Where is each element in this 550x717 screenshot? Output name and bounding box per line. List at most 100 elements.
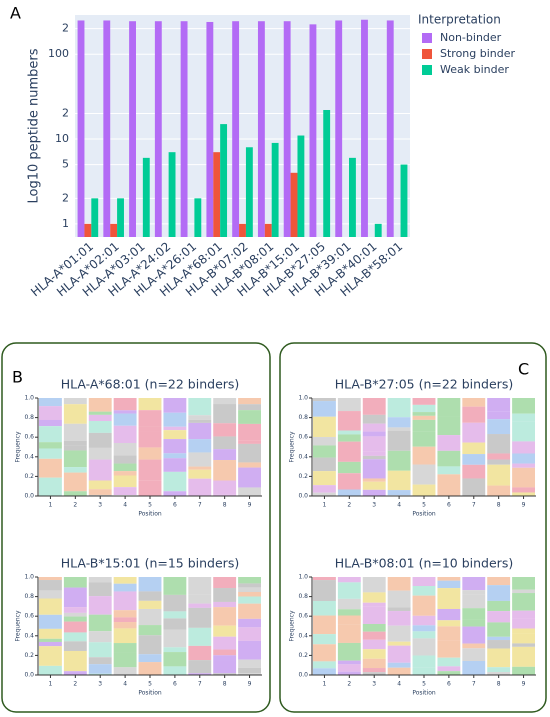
logo-glyph — [88, 411, 112, 415]
logo-glyph — [213, 480, 237, 495]
logo-glyph — [63, 621, 87, 633]
logo-glyph — [113, 410, 137, 414]
logo-glyph — [437, 671, 461, 675]
logo-glyph — [437, 620, 461, 627]
logo-glyph — [213, 655, 237, 661]
logo-glyph — [238, 440, 261, 444]
bar — [154, 21, 162, 237]
logo-glyph — [238, 583, 261, 588]
panel-box — [279, 342, 547, 713]
logo-glyph — [39, 448, 62, 459]
bar — [297, 135, 305, 237]
y-axis-label: Frequency — [15, 431, 22, 462]
logo-glyph — [512, 463, 535, 468]
logo-glyph — [63, 632, 87, 642]
logo-glyph — [437, 588, 461, 609]
y-tick-label: 0.8 — [24, 414, 34, 421]
logo-glyph — [63, 467, 87, 473]
logo-glyph — [238, 577, 261, 584]
logo-glyph — [163, 666, 187, 675]
logo-glyph — [163, 491, 187, 496]
x-tick-label: 9 — [522, 502, 526, 509]
logo-glyph — [113, 667, 137, 675]
logo-glyph — [387, 625, 411, 642]
logo-glyph — [88, 459, 112, 481]
logo-glyph — [362, 451, 386, 456]
logo-glyph — [163, 458, 187, 472]
logo-glyph — [512, 398, 535, 414]
logo-glyph — [39, 426, 62, 443]
legend-label: Non-binder — [440, 31, 502, 44]
y-tick-label: 0.0 — [24, 672, 34, 679]
logo-glyph — [138, 480, 162, 496]
logo-glyph — [362, 455, 386, 460]
logo-glyph — [462, 590, 486, 595]
x-tick-label: 5 — [148, 681, 152, 688]
logo-glyph — [462, 442, 486, 455]
logo-glyph — [39, 590, 62, 599]
logo-glyph — [113, 443, 137, 456]
logo-glyph — [437, 657, 461, 667]
logo-glyph — [362, 649, 386, 659]
logo-glyph — [88, 494, 112, 496]
logo-glyph — [188, 607, 212, 628]
y-tick-label: 5 — [62, 158, 69, 171]
bar — [264, 223, 272, 237]
y-axis-label: Log10 peptide numbers — [27, 48, 42, 203]
logo-glyph — [387, 641, 411, 646]
logo-glyph — [238, 596, 261, 604]
logo-glyph — [213, 660, 237, 674]
logo-glyph — [512, 618, 535, 629]
logo-glyph — [39, 419, 62, 427]
logo-glyph — [437, 398, 461, 417]
logo-glyph — [412, 412, 436, 416]
logo-glyph — [512, 593, 535, 611]
logo-glyph — [437, 626, 461, 641]
logo-glyph — [188, 660, 212, 674]
logo-glyph — [313, 471, 336, 486]
logo-glyph — [163, 618, 187, 630]
x-tick-label: 1 — [323, 502, 327, 509]
logo-glyph — [412, 431, 436, 447]
logo-glyph — [63, 577, 87, 588]
logo-glyph — [213, 577, 237, 589]
logo-glyph — [163, 611, 187, 619]
y-axis-label: Frequency — [15, 610, 22, 641]
y-tick-label: 1 — [62, 217, 69, 230]
x-tick-label: 5 — [422, 502, 426, 509]
logo-glyph — [337, 473, 361, 490]
x-tick-label: 6 — [447, 502, 451, 509]
logo-glyph — [213, 423, 237, 437]
logo-glyph — [462, 661, 486, 675]
bar — [245, 147, 253, 237]
logo-glyph — [437, 416, 461, 436]
logo-glyph — [387, 611, 411, 626]
logo-glyph — [163, 439, 187, 454]
logo-glyph — [39, 580, 62, 591]
logo-glyph — [512, 441, 535, 454]
logo-glyph — [138, 654, 162, 663]
logo-glyph — [138, 410, 162, 427]
logo-glyph — [337, 411, 361, 431]
bar — [206, 21, 214, 237]
logo-glyph — [487, 434, 511, 454]
bar — [323, 109, 331, 237]
logo-glyph — [39, 665, 62, 675]
logo-glyph — [188, 466, 212, 470]
logo-glyph — [88, 421, 112, 433]
logo-glyph — [88, 631, 112, 643]
logo-glyph — [387, 590, 411, 608]
y-tick-label: 0.8 — [298, 414, 308, 421]
logo-glyph — [63, 440, 87, 446]
bar — [239, 223, 246, 237]
y-axis-label: Frequency — [289, 610, 296, 641]
logo-glyph — [163, 652, 187, 667]
logo-glyph — [39, 628, 62, 639]
logo-glyph — [337, 624, 361, 643]
y-tick-label: 0.4 — [298, 632, 308, 639]
logo-glyph — [487, 622, 511, 637]
logo-glyph — [437, 580, 461, 589]
logo-glyph — [113, 577, 137, 584]
x-tick-label: 6 — [173, 681, 177, 688]
logo-glyph — [39, 401, 62, 407]
